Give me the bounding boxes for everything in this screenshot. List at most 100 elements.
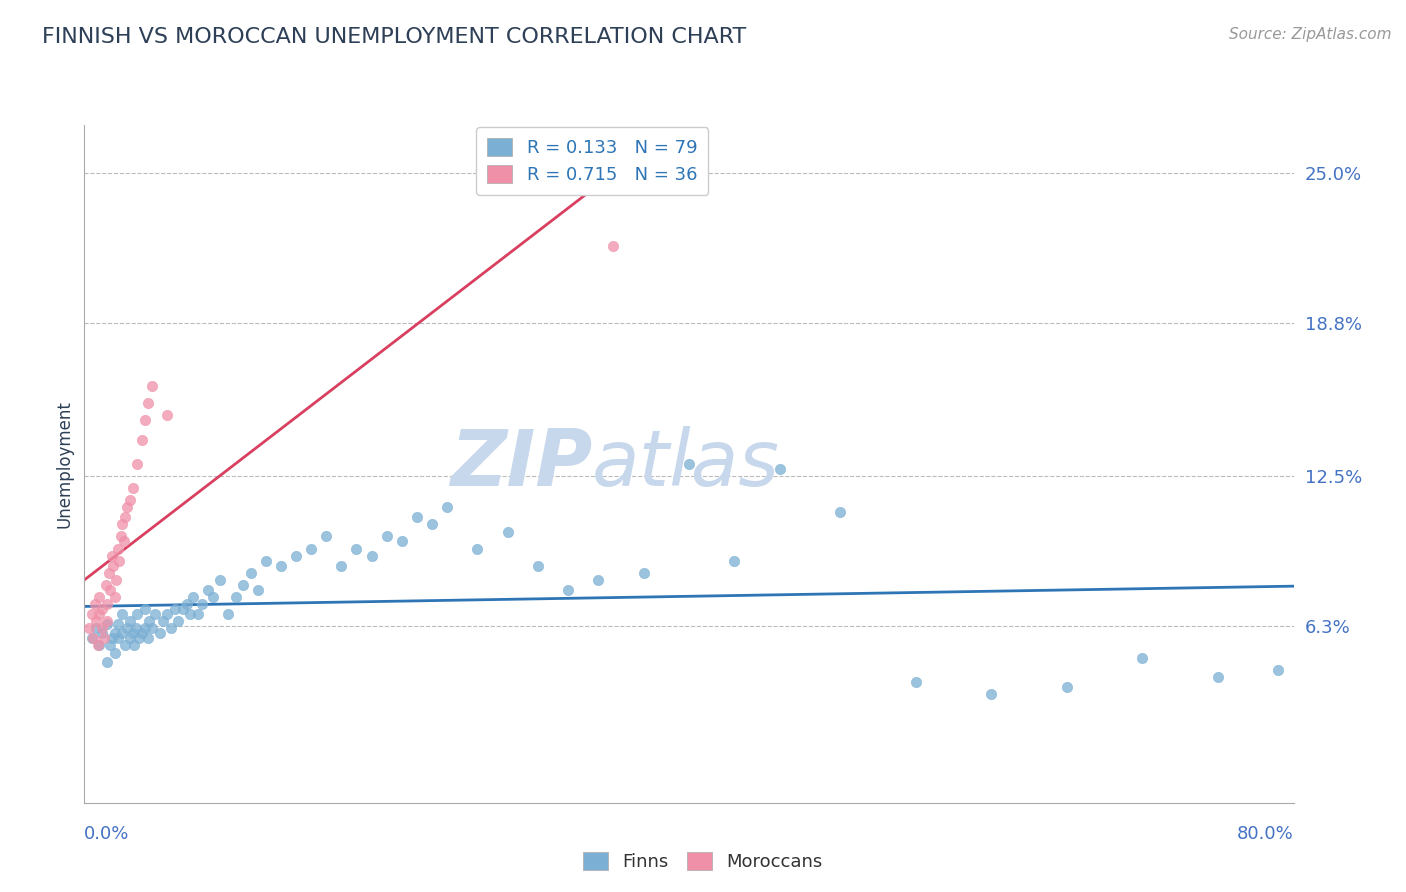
Point [128,631,150,645]
Point [270,558,292,573]
Point [315,529,337,543]
Point [201,590,224,604]
Point [96,616,118,631]
Point [496,524,519,539]
Point [107,541,129,556]
Y-axis label: Unemployment: Unemployment [55,400,73,528]
Point [980,687,1002,701]
Point [91,602,114,616]
Legend: Finns, Moroccans: Finns, Moroccans [576,845,830,879]
Point [77,622,100,636]
Point [145,607,167,621]
Point [1267,663,1289,677]
Point [179,607,201,621]
Point [172,602,194,616]
Point [96,656,118,670]
Point [436,500,458,515]
Point [84,597,107,611]
Point [118,493,141,508]
Point [197,582,219,597]
Point [152,614,174,628]
Point [131,626,153,640]
Point [391,534,413,549]
Point [97,566,120,580]
Point [82,631,104,645]
Point [93,631,115,645]
Point [467,541,489,556]
Point [127,607,149,621]
Point [904,674,927,689]
Text: 0.0%: 0.0% [84,825,129,843]
Point [678,457,700,471]
Point [98,639,121,653]
Point [118,631,141,645]
Point [114,510,136,524]
Point [156,409,179,423]
Point [111,607,134,621]
Point [254,554,277,568]
Point [121,481,143,495]
Point [110,529,132,543]
Point [107,616,129,631]
Point [100,631,122,645]
Point [167,614,190,628]
Point [134,622,156,636]
Point [284,549,308,563]
Point [91,626,114,640]
Point [87,639,110,653]
Point [105,573,128,587]
Point [830,505,852,519]
Point [86,622,108,636]
Point [89,590,111,604]
Point [122,639,145,653]
Point [420,517,443,532]
Point [557,582,579,597]
Point [136,396,159,410]
Point [118,614,141,628]
Point [299,541,322,556]
Point [602,239,624,253]
Point [98,582,121,597]
Point [125,622,148,636]
Point [86,614,108,628]
Point [1056,680,1078,694]
Point [176,597,198,611]
Point [114,639,136,653]
Point [375,529,398,543]
Point [191,597,214,611]
Point [163,602,186,616]
Point [80,631,103,645]
Legend: R = 0.133   N = 79, R = 0.715   N = 36: R = 0.133 N = 79, R = 0.715 N = 36 [477,128,709,194]
Point [1206,670,1229,684]
Point [104,590,127,604]
Point [107,631,129,645]
Point [141,379,163,393]
Point [91,622,114,636]
Text: FINNISH VS MOROCCAN UNEMPLOYMENT CORRELATION CHART: FINNISH VS MOROCCAN UNEMPLOYMENT CORRELA… [42,27,747,46]
Point [89,639,111,653]
Point [141,622,163,636]
Point [100,549,122,563]
Point [239,566,262,580]
Point [149,626,172,640]
Point [104,626,127,640]
Point [108,554,131,568]
Point [225,590,247,604]
Point [723,554,745,568]
Point [134,413,156,427]
Point [104,646,127,660]
Point [136,631,159,645]
Point [115,500,138,515]
Point [101,558,124,573]
Point [111,517,134,532]
Point [181,590,204,604]
Point [121,626,143,640]
Point [232,578,254,592]
Point [89,607,111,621]
Point [138,614,160,628]
Text: atlas: atlas [592,425,780,502]
Point [94,578,117,592]
Point [588,573,610,587]
Point [156,607,179,621]
Point [217,607,239,621]
